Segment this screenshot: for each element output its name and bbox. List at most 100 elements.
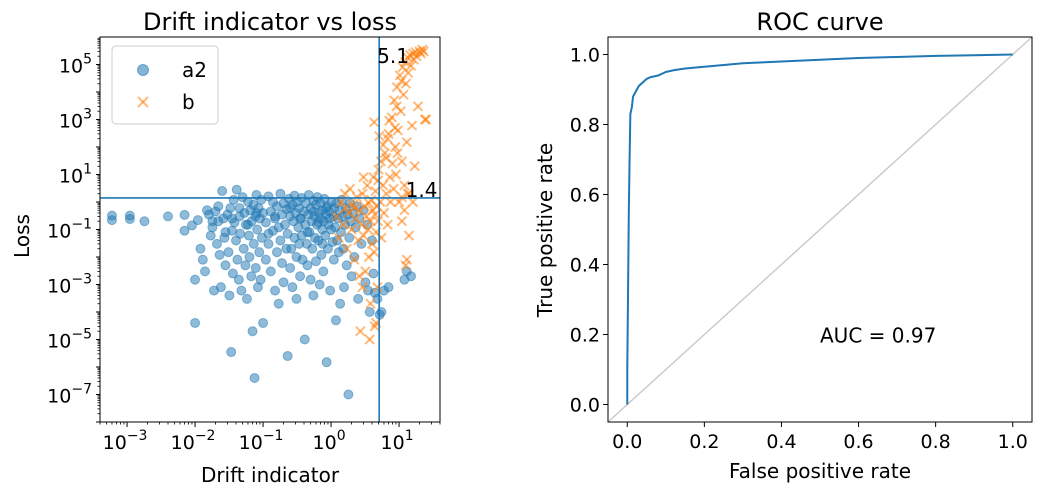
point-a2	[249, 372, 260, 383]
x-tick-label: 10−1	[239, 428, 284, 454]
point-b	[354, 271, 365, 282]
roc-y-tick-label: 0.6	[570, 185, 600, 207]
point-a2	[287, 282, 298, 293]
y-tick-label: 101	[59, 162, 92, 188]
point-b	[339, 188, 351, 199]
point-a2	[139, 216, 150, 227]
point-b	[365, 298, 376, 309]
point-a2	[305, 274, 316, 285]
legend-label-a2: a2	[182, 58, 207, 82]
point-a2	[302, 260, 313, 271]
point-a2	[238, 243, 249, 254]
point-a2	[310, 256, 321, 267]
roc-lines	[607, 36, 1033, 423]
point-a2	[383, 282, 394, 293]
point-b	[349, 254, 360, 265]
scatter-y-ticks: 10−7 10−5 10−3 10−1 101 103 105	[47, 37, 100, 423]
y-tick-label: 10−5	[47, 327, 92, 353]
point-b	[401, 136, 413, 148]
point-a2	[321, 203, 332, 214]
point-a2	[279, 219, 290, 230]
point-a2	[205, 230, 216, 241]
point-b	[389, 122, 401, 133]
scatter-chart-title: Drift indicator vs loss	[143, 8, 397, 36]
roc-y-tick-label: 0.0	[570, 395, 600, 417]
scatter-y-axis-label: Loss	[10, 214, 34, 258]
point-a2	[190, 317, 201, 328]
point-a2	[234, 203, 245, 214]
point-b	[384, 115, 395, 126]
point-b	[355, 326, 366, 337]
point-a2	[270, 285, 281, 296]
point-a2	[282, 351, 293, 362]
point-a2	[364, 307, 375, 317]
point-a2	[368, 268, 379, 279]
legend-x-marker	[137, 96, 149, 108]
point-a2	[227, 213, 238, 224]
point-a2	[235, 228, 246, 239]
roc-x-tick-label: 0.4	[766, 431, 796, 453]
x-tick-label: 10−3	[103, 428, 148, 454]
point-a2	[197, 254, 208, 265]
point-b	[331, 211, 342, 222]
point-b	[376, 232, 387, 243]
point-b	[401, 254, 413, 265]
point-a2	[299, 334, 310, 345]
point-b	[368, 116, 380, 128]
point-a2	[343, 389, 354, 400]
point-a2	[207, 216, 218, 227]
x-tick-label: 100	[313, 428, 346, 454]
point-a2	[124, 214, 135, 225]
point-b	[418, 46, 429, 57]
point-b	[358, 230, 369, 241]
point-a2	[341, 260, 352, 271]
point-a2	[226, 347, 237, 358]
roc-chart-title: ROC curve	[756, 8, 883, 36]
point-b	[388, 183, 399, 195]
point-a2	[233, 274, 244, 285]
point-b	[364, 334, 375, 345]
point-a2	[240, 260, 251, 271]
point-a2	[349, 252, 360, 262]
point-b	[390, 169, 402, 180]
roc-y-tick-label: 0.2	[570, 325, 600, 347]
roc-plot-frame	[607, 36, 1033, 423]
scatter-legend: a2 b	[111, 45, 219, 125]
roc-x-ticks: 0.0 0.2 0.4 0.6 0.8 1.0	[612, 422, 1028, 453]
point-b	[372, 175, 384, 186]
point-a2	[275, 188, 286, 199]
point-a2	[236, 285, 247, 296]
point-a2	[251, 207, 262, 218]
point-a2	[317, 238, 328, 249]
point-b	[402, 67, 414, 78]
point-b	[396, 191, 408, 203]
point-a2	[275, 235, 286, 246]
point-b	[335, 196, 347, 208]
roc-y-tick-label: 0.8	[570, 115, 600, 137]
point-a2	[214, 249, 225, 260]
point-a2	[225, 203, 236, 214]
point-a2	[291, 293, 302, 304]
point-a2	[254, 247, 265, 258]
point-a2	[265, 266, 276, 277]
point-b	[362, 224, 374, 235]
point-b	[396, 75, 407, 87]
point-a2	[228, 194, 239, 205]
point-a2	[242, 219, 253, 230]
point-a2	[258, 317, 269, 328]
scatter-points	[106, 44, 432, 400]
point-a2	[344, 232, 355, 243]
threshold-lines	[100, 37, 440, 422]
point-b	[403, 230, 415, 241]
point-b	[346, 224, 357, 235]
point-a2	[192, 215, 203, 226]
y-tick-label: 10−7	[47, 382, 92, 408]
point-a2	[255, 274, 266, 285]
y-tick-label: 10−1	[47, 217, 92, 243]
point-a2	[285, 203, 296, 214]
point-a2	[199, 266, 210, 277]
legend-label-b: b	[182, 90, 195, 114]
point-b	[406, 120, 418, 131]
x-tick-label: 10−2	[171, 428, 216, 454]
